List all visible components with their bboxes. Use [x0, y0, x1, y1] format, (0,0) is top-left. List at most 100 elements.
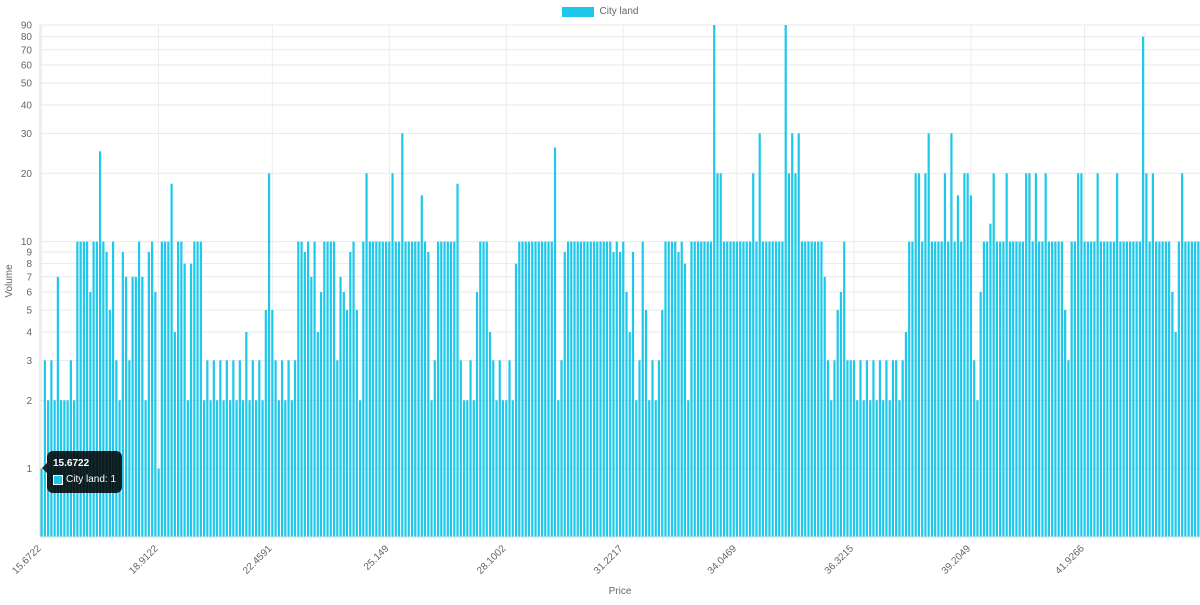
- bar: [355, 309, 358, 537]
- bar: [937, 241, 940, 537]
- bar: [1106, 241, 1109, 537]
- bar: [865, 360, 869, 537]
- bar: [927, 133, 930, 538]
- bar: [368, 241, 371, 537]
- x-tick-label: 41.9266: [1053, 543, 1087, 577]
- bar: [722, 241, 726, 537]
- bar: [635, 400, 638, 537]
- bar: [95, 241, 98, 537]
- bar: [683, 263, 687, 537]
- bar: [599, 241, 602, 537]
- bar: [898, 400, 901, 537]
- bar: [345, 309, 349, 537]
- bar: [391, 173, 394, 538]
- bar: [1057, 241, 1060, 537]
- bar: [1028, 173, 1031, 538]
- bar: [739, 241, 742, 537]
- bar: [1158, 241, 1161, 537]
- bar: [79, 241, 82, 537]
- bar: [482, 241, 485, 537]
- bar: [810, 241, 813, 537]
- bar: [709, 241, 713, 537]
- y-tick-label: 30: [21, 129, 33, 140]
- bar: [193, 241, 196, 537]
- bar: [498, 360, 501, 537]
- bar: [92, 241, 95, 537]
- y-tick-label: 60: [21, 60, 33, 71]
- bar: [1067, 360, 1070, 537]
- bar: [904, 331, 908, 537]
- bar: [852, 360, 856, 537]
- bar: [261, 400, 264, 537]
- bar: [895, 360, 898, 537]
- bar: [277, 400, 280, 537]
- bar: [76, 241, 79, 537]
- bar: [960, 241, 963, 537]
- chart-legend[interactable]: City land: [0, 6, 1200, 17]
- bar: [700, 241, 703, 537]
- bar: [1080, 173, 1083, 538]
- tooltip-caret: [42, 463, 47, 473]
- bar: [1125, 241, 1128, 537]
- bar: [1021, 241, 1025, 537]
- bar: [306, 241, 310, 537]
- bar: [332, 241, 336, 537]
- bar: [693, 241, 696, 537]
- y-tick-label: 4: [26, 327, 32, 338]
- bar: [378, 241, 381, 537]
- bar: [930, 241, 934, 537]
- bar: [794, 173, 797, 538]
- bar: [618, 252, 622, 537]
- bar: [950, 133, 953, 538]
- bar: [326, 241, 329, 537]
- bar: [215, 400, 219, 537]
- bar: [989, 223, 992, 537]
- y-tick-label: 1: [26, 464, 32, 475]
- y-tick-label: 70: [21, 45, 33, 56]
- bar: [846, 360, 849, 537]
- bar: [50, 360, 53, 537]
- bar: [1138, 241, 1141, 537]
- bar: [1070, 241, 1073, 537]
- tooltip-title: 15.6722: [53, 458, 90, 469]
- bar: [703, 241, 706, 537]
- bar: [1109, 241, 1112, 537]
- bar: [349, 252, 352, 537]
- bar: [729, 241, 732, 537]
- bar: [433, 360, 436, 537]
- bar: [186, 400, 189, 537]
- bar: [267, 173, 271, 538]
- bar: [352, 241, 355, 537]
- bar: [112, 241, 115, 537]
- bar: [547, 241, 550, 537]
- bar: [999, 241, 1002, 537]
- y-tick-label: 6: [26, 288, 32, 299]
- bar: [664, 241, 667, 537]
- bar: [300, 241, 303, 537]
- bar: [563, 252, 566, 537]
- bar: [404, 241, 407, 537]
- bar: [394, 241, 397, 537]
- bar: [1083, 241, 1086, 537]
- bar: [157, 468, 160, 537]
- bar: [1086, 241, 1090, 537]
- bar: [1073, 241, 1077, 537]
- bar: [1099, 241, 1103, 537]
- bar: [768, 241, 771, 537]
- y-tick-label: 8: [26, 259, 32, 270]
- y-tick-label: 20: [21, 169, 33, 180]
- bar: [128, 360, 131, 537]
- x-tick-label: 36.3215: [823, 543, 857, 577]
- bar: [706, 241, 709, 537]
- bar: [696, 241, 700, 537]
- y-tick-label: 90: [21, 21, 33, 32]
- bar: [258, 360, 261, 537]
- bar: [436, 241, 440, 537]
- bar: [908, 241, 911, 537]
- bar: [371, 241, 375, 537]
- x-tick-label: 31.2217: [592, 543, 626, 577]
- bar: [856, 400, 859, 537]
- bar: [589, 241, 592, 537]
- bar: [622, 241, 625, 537]
- bar: [1044, 173, 1047, 538]
